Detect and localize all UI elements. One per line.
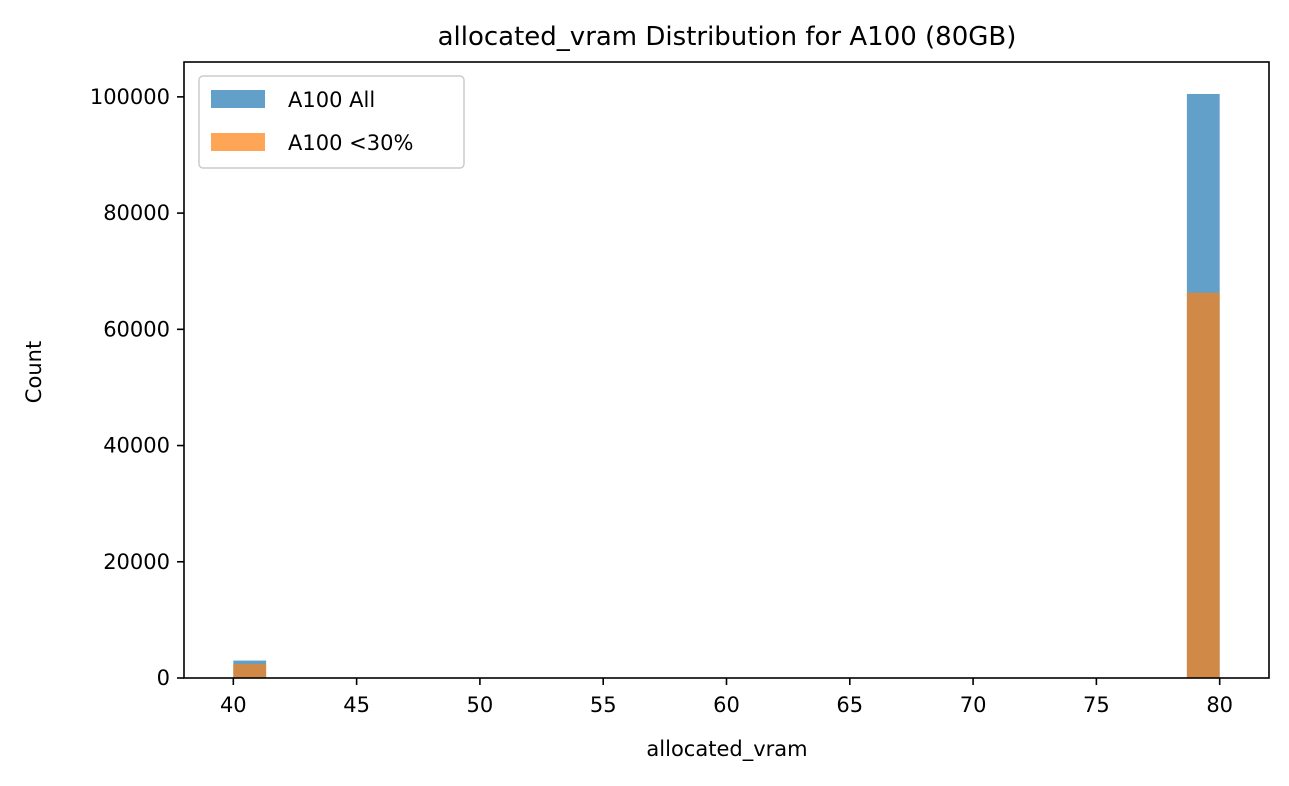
legend-box [198, 75, 465, 169]
y-tick-label: 0 [157, 666, 170, 690]
bar-series-1-bin-0 [233, 664, 267, 678]
x-tick-label: 55 [590, 693, 617, 717]
y-tick-label: 80000 [103, 201, 170, 225]
x-tick-label: 65 [836, 693, 863, 717]
x-tick-label: 70 [960, 693, 987, 717]
bars-layer [233, 93, 1220, 678]
x-axis-label: allocated_vram [646, 737, 807, 762]
legend-label-a100-all: A100 All [288, 88, 375, 112]
y-tick-label: 100000 [90, 85, 170, 109]
bar-series-1-bin-1 [1186, 292, 1220, 678]
y-tick-label: 60000 [103, 317, 170, 341]
legend: A100 All A100 <30% [198, 75, 465, 169]
x-tick-label: 75 [1083, 693, 1110, 717]
y-axis-label: Count [22, 341, 46, 403]
x-tick-label: 45 [343, 693, 370, 717]
y-tick-label: 40000 [103, 434, 170, 458]
chart-title: allocated_vram Distribution for A100 (80… [438, 22, 1017, 52]
x-ticks: 40 45 50 55 60 65 70 75 80 [220, 678, 1233, 717]
x-tick-label: 60 [713, 693, 740, 717]
x-tick-label: 40 [220, 693, 247, 717]
y-tick-label: 20000 [103, 550, 170, 574]
x-tick-label: 50 [467, 693, 494, 717]
x-tick-label: 80 [1206, 693, 1233, 717]
legend-swatch-a100-all [211, 90, 265, 108]
y-ticks: 0 20000 40000 60000 80000 100000 [90, 85, 184, 690]
legend-swatch-a100-under-30 [211, 133, 265, 151]
legend-label-a100-under-30: A100 <30% [288, 131, 413, 155]
